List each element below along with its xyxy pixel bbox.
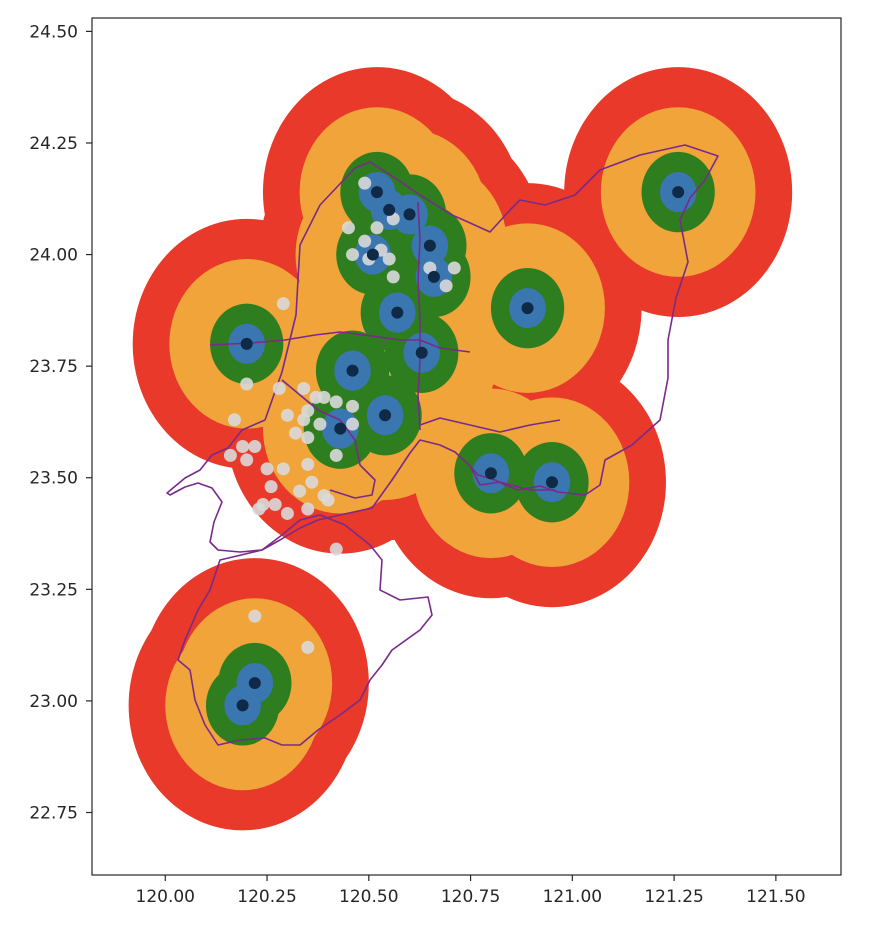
boundary-internal-4 bbox=[281, 379, 376, 499]
x-tick-label: 121.25 bbox=[644, 887, 703, 907]
other-point bbox=[293, 484, 307, 498]
x-tick-label: 120.50 bbox=[339, 887, 398, 907]
center-points bbox=[236, 186, 685, 712]
other-point bbox=[321, 493, 335, 507]
center-point bbox=[545, 476, 558, 489]
other-point bbox=[240, 453, 254, 467]
other-point bbox=[289, 426, 303, 440]
other-point bbox=[272, 381, 286, 395]
other-point bbox=[386, 270, 400, 284]
y-tick-label: 24.50 bbox=[29, 22, 78, 42]
other-point bbox=[280, 408, 294, 422]
center-point bbox=[379, 409, 392, 422]
y-tick-label: 23.50 bbox=[29, 469, 78, 489]
other-point bbox=[341, 221, 355, 235]
other-point bbox=[370, 221, 384, 235]
other-point bbox=[301, 502, 315, 516]
center-point bbox=[346, 364, 359, 377]
other-point bbox=[346, 248, 360, 262]
center-point bbox=[248, 677, 261, 690]
other-point bbox=[268, 498, 282, 512]
x-tick-label: 121.50 bbox=[746, 887, 805, 907]
other-point bbox=[346, 399, 360, 413]
center-point bbox=[427, 270, 440, 283]
other-point bbox=[301, 640, 315, 654]
center-point bbox=[334, 422, 347, 435]
boundary-internal-1 bbox=[209, 331, 471, 353]
center-point bbox=[484, 467, 497, 480]
center-point bbox=[391, 306, 404, 319]
x-axis: 120.00 120.25 120.50 120.75 121.00 121.25 121.… bbox=[136, 875, 806, 907]
center-point bbox=[423, 239, 436, 252]
x-tick-label: 120.00 bbox=[136, 887, 195, 907]
x-tick-label: 120.75 bbox=[441, 887, 500, 907]
other-point bbox=[297, 413, 311, 427]
other-point bbox=[317, 390, 331, 404]
other-point bbox=[248, 609, 262, 623]
other-point bbox=[329, 448, 343, 462]
center-point bbox=[370, 186, 383, 199]
boundary-internal-2 bbox=[417, 201, 421, 431]
other-point bbox=[358, 234, 372, 248]
center-point bbox=[383, 203, 396, 216]
center-point bbox=[415, 346, 428, 359]
boundary-outline-south bbox=[177, 514, 433, 746]
other-point bbox=[276, 297, 290, 311]
other-point bbox=[227, 413, 241, 427]
y-tick-label: 23.00 bbox=[29, 692, 78, 712]
y-tick-label: 22.75 bbox=[29, 804, 78, 824]
center-point bbox=[236, 699, 249, 712]
other-point bbox=[439, 279, 453, 293]
x-tick-label: 121.00 bbox=[543, 887, 602, 907]
other-point bbox=[358, 176, 372, 190]
other-point bbox=[297, 381, 311, 395]
y-tick-label: 23.25 bbox=[29, 580, 78, 600]
other-point bbox=[301, 457, 315, 471]
other-point bbox=[264, 480, 278, 494]
other-point bbox=[240, 377, 254, 391]
other-point bbox=[313, 417, 327, 431]
county-boundary bbox=[166, 144, 719, 746]
other-point bbox=[280, 506, 294, 520]
other-point bbox=[276, 462, 290, 476]
other-points bbox=[223, 176, 461, 654]
x-tick-label: 120.25 bbox=[237, 887, 296, 907]
boundary-internal-5 bbox=[469, 465, 555, 491]
y-axis: 22.75 23.00 23.25 23.50 23.75 24.00 24.25 24.50 bbox=[29, 22, 92, 824]
other-point bbox=[236, 440, 250, 453]
y-tick-label: 24.00 bbox=[29, 246, 78, 266]
plot-frame bbox=[91, 17, 842, 876]
other-point bbox=[248, 440, 262, 453]
boundary-outline-north bbox=[166, 144, 719, 553]
other-point bbox=[260, 462, 274, 476]
other-point bbox=[301, 431, 315, 445]
other-point bbox=[382, 252, 396, 266]
other-point bbox=[346, 417, 360, 431]
center-point bbox=[521, 302, 534, 315]
center-point bbox=[240, 337, 253, 350]
other-point bbox=[305, 475, 319, 489]
y-tick-label: 24.25 bbox=[29, 134, 78, 154]
other-point bbox=[329, 395, 343, 409]
center-point bbox=[403, 208, 416, 221]
center-point bbox=[366, 248, 379, 261]
other-point bbox=[223, 448, 237, 462]
other-point bbox=[329, 542, 343, 556]
other-point bbox=[252, 502, 266, 516]
other-point bbox=[447, 261, 461, 275]
boundary-internal-3 bbox=[419, 417, 561, 433]
y-tick-label: 23.75 bbox=[29, 357, 78, 377]
center-point bbox=[672, 186, 685, 199]
